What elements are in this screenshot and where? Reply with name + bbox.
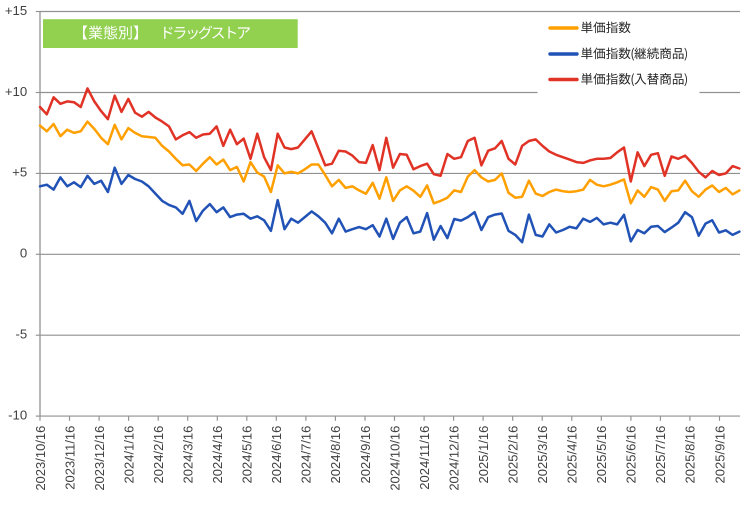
svg-text:2025/1/16: 2025/1/16 <box>476 426 491 484</box>
svg-text:2023/10/16: 2023/10/16 <box>33 426 48 491</box>
svg-text:2024/8/16: 2024/8/16 <box>328 426 343 484</box>
svg-text:2024/3/16: 2024/3/16 <box>181 426 196 484</box>
svg-text:2025/8/16: 2025/8/16 <box>683 426 698 484</box>
svg-text:2024/10/16: 2024/10/16 <box>387 426 402 491</box>
svg-text:2025/5/16: 2025/5/16 <box>594 426 609 484</box>
svg-text:2024/6/16: 2024/6/16 <box>269 426 284 484</box>
svg-text:2025/6/16: 2025/6/16 <box>624 426 639 484</box>
svg-text:0: 0 <box>20 246 27 261</box>
svg-text:2024/11/16: 2024/11/16 <box>417 426 432 490</box>
svg-text:2024/5/16: 2024/5/16 <box>240 426 255 484</box>
svg-text:2024/1/16: 2024/1/16 <box>121 426 136 484</box>
svg-text:-10: -10 <box>8 407 27 422</box>
svg-text:+15: +15 <box>5 3 27 18</box>
svg-text:2025/4/16: 2025/4/16 <box>565 426 580 484</box>
svg-text:+5: +5 <box>12 165 27 180</box>
svg-text:2024/9/16: 2024/9/16 <box>358 426 373 484</box>
svg-text:2025/9/16: 2025/9/16 <box>712 426 727 484</box>
svg-text:2024/7/16: 2024/7/16 <box>299 426 314 484</box>
svg-text:2024/12/16: 2024/12/16 <box>446 426 461 491</box>
svg-text:2025/7/16: 2025/7/16 <box>653 426 668 484</box>
svg-text:2025/3/16: 2025/3/16 <box>535 426 550 484</box>
svg-text:2023/12/16: 2023/12/16 <box>92 426 107 491</box>
svg-text:2024/4/16: 2024/4/16 <box>210 426 225 484</box>
svg-text:-5: -5 <box>15 327 27 342</box>
svg-text:2023/11/16: 2023/11/16 <box>62 426 77 490</box>
svg-text:+10: +10 <box>5 84 27 99</box>
svg-text:2025/2/16: 2025/2/16 <box>506 426 521 484</box>
svg-text:2024/2/16: 2024/2/16 <box>151 426 166 484</box>
